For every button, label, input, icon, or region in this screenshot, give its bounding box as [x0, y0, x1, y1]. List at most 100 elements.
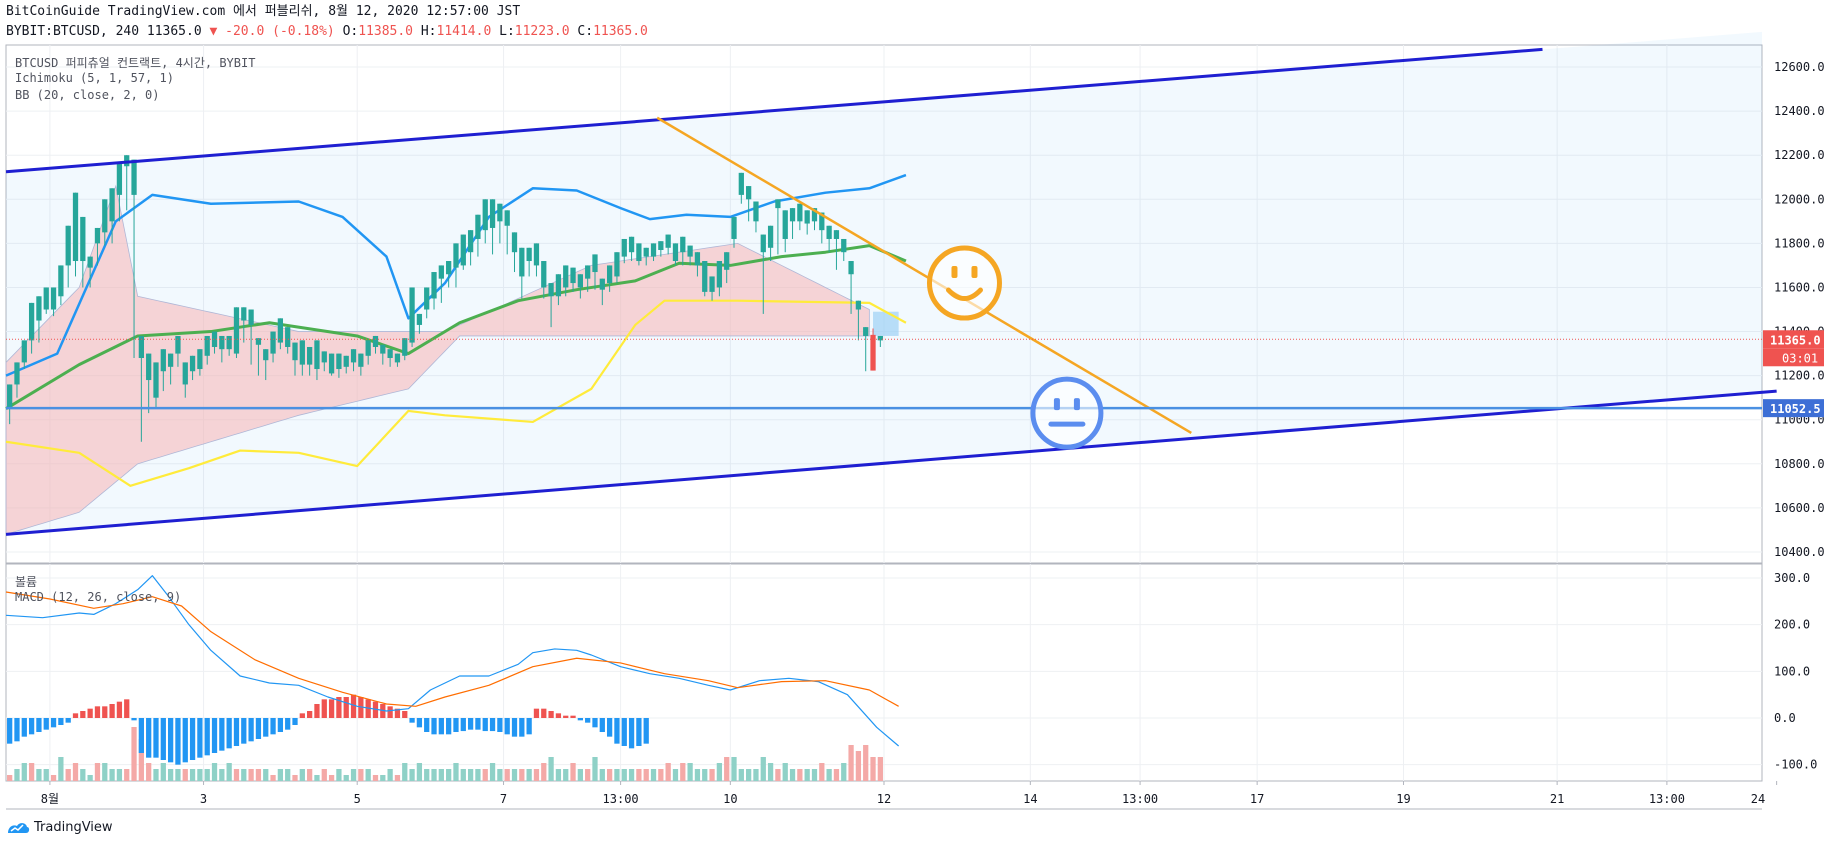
time-tick-label: 13:00: [603, 792, 639, 806]
macd-histogram-bar: [146, 718, 152, 758]
volume-bar: [28, 763, 35, 781]
macd-histogram-bar: [211, 718, 218, 753]
candle-body: [519, 247, 525, 277]
volume-bar: [226, 763, 232, 781]
legend-macd[interactable]: MACD (12, 26, close, 9): [15, 590, 182, 604]
macd-tick-label: -100.0: [1774, 758, 1817, 772]
price-tick-label: 11800.0: [1774, 236, 1825, 250]
volume-bar: [680, 763, 686, 781]
macd-histogram-bar: [233, 718, 240, 746]
volume-bar: [233, 769, 240, 781]
volume-bar: [343, 775, 349, 781]
volume-bar: [738, 769, 744, 781]
macd-histogram-bar: [299, 713, 305, 718]
candle-body: [365, 340, 371, 356]
candle-body: [446, 261, 452, 275]
macd-histogram-bar: [7, 718, 13, 744]
macd-tick-label: 200.0: [1774, 618, 1810, 632]
volume-bar: [87, 775, 93, 781]
volume-bar: [328, 775, 335, 781]
volume-bar: [197, 769, 203, 781]
candle-body: [511, 232, 518, 253]
low-label: L:: [499, 24, 515, 39]
volume-bar: [863, 745, 869, 781]
volume-bar: [270, 775, 276, 781]
candle-body: [709, 276, 715, 292]
macd-histogram-bar: [416, 718, 423, 728]
candle-body: [526, 247, 532, 262]
volume-bar: [555, 769, 562, 781]
volume-bar: [80, 769, 86, 781]
volume-bar: [577, 769, 583, 781]
legend-symbol-title: BTCUSD 퍼피츄얼 컨트랙트, 4시간, BYBIT: [15, 56, 256, 70]
legend-bb[interactable]: BB (20, close, 2, 0): [15, 88, 160, 102]
open-label: O:: [342, 24, 359, 39]
current-price-badge: [1763, 330, 1824, 349]
legend-ichimoku[interactable]: Ichimoku (5, 1, 57, 1): [15, 71, 174, 85]
candle-body: [146, 353, 152, 381]
candle-body: [416, 313, 423, 325]
candle-body: [160, 349, 166, 372]
volume-bar: [409, 769, 415, 781]
low-value: 11223.0: [514, 24, 570, 39]
macd-histogram-bar: [87, 708, 93, 718]
candle-body: [848, 261, 854, 275]
volume-bar: [321, 769, 327, 781]
candle-body: [672, 243, 679, 262]
time-tick-label: 7: [500, 792, 507, 806]
candle-body: [643, 247, 649, 257]
volume-bar: [746, 769, 752, 781]
candle-body: [650, 243, 657, 257]
volume-bar: [446, 769, 452, 781]
macd-histogram-bar: [307, 711, 313, 718]
volume-bar: [789, 769, 796, 781]
macd-histogram-bar: [65, 718, 71, 723]
tradingview-footer[interactable]: TradingView: [6, 820, 113, 835]
macd-histogram-bar: [321, 699, 327, 718]
volume-bar: [124, 769, 130, 781]
price-tick-label: 12600.0: [1774, 60, 1825, 74]
macd-histogram-bar: [50, 718, 57, 728]
chart-canvas[interactable]: 10400.010600.010800.011000.011200.011400…: [0, 0, 1828, 820]
support-level-label: 11052.5: [1770, 402, 1821, 416]
candle-body: [372, 335, 379, 347]
time-tick-label: 24: [1751, 792, 1765, 806]
volume-bar: [460, 769, 466, 781]
candle-body: [50, 287, 57, 310]
macd-histogram-bar: [138, 718, 144, 753]
volume-bar: [50, 775, 57, 781]
legend-volume[interactable]: 볼륨: [15, 575, 38, 589]
macd-histogram-bar: [94, 706, 101, 718]
volume-bar: [292, 775, 298, 781]
channel-lower-line: [5, 389, 1777, 536]
candle-body: [153, 362, 159, 398]
macd-histogram-bar: [270, 718, 276, 735]
macd-histogram-bar: [72, 713, 79, 718]
macd-histogram-bar: [504, 718, 510, 735]
macd-histogram-bar: [497, 718, 503, 732]
volume-bar: [731, 757, 737, 781]
volume-bar: [160, 763, 166, 781]
volume-bar: [833, 769, 840, 781]
macd-histogram-bar: [431, 718, 437, 735]
macd-histogram-bar: [160, 718, 166, 760]
volume-bar: [182, 769, 188, 781]
volume-bar: [380, 775, 386, 781]
volume-bar: [431, 769, 437, 781]
volume-bar: [116, 769, 123, 781]
candle-body: [87, 256, 93, 268]
macd-histogram-bar: [387, 706, 393, 718]
candle-body: [263, 349, 269, 361]
candle-body: [563, 265, 569, 288]
price-tick-label: 12200.0: [1774, 148, 1825, 162]
macd-histogram-bar: [555, 713, 562, 718]
volume-bar: [760, 757, 766, 781]
candle-body: [599, 278, 605, 290]
projection-box: [873, 311, 899, 336]
candle-body: [7, 384, 13, 409]
volume-bar: [358, 769, 364, 781]
macd-histogram-bar: [336, 697, 342, 718]
macd-histogram-bar: [36, 718, 42, 732]
channel-upper-line: [5, 47, 1543, 174]
candle-body: [724, 252, 730, 270]
